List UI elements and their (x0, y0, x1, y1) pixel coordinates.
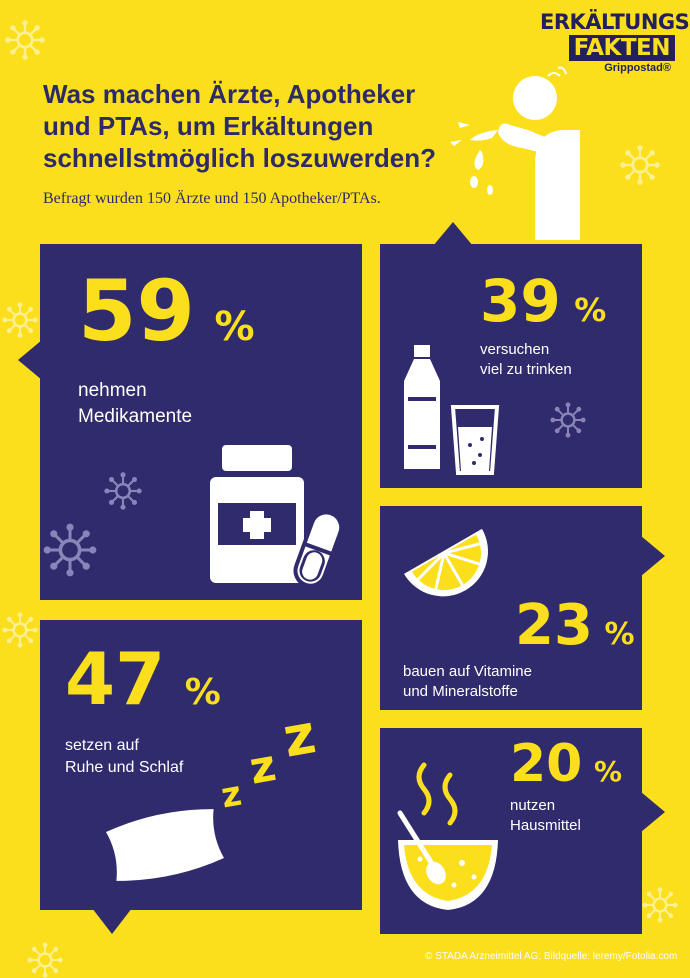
stat-medikamente-percent: % (214, 304, 255, 350)
stat-trinken-value: 39 (480, 267, 561, 335)
logo-line-2: FAKTEN (568, 35, 675, 61)
image-credit: © STADA Arzneimittel AG; Bildquelle: ler… (425, 951, 678, 962)
sneezing-person-icon (450, 66, 580, 240)
stat-hausmittel-percent: % (593, 755, 623, 788)
stat-schlaf-percent: % (184, 672, 221, 713)
logo-brand: Grippostad® (604, 62, 671, 74)
speech-pointer (92, 908, 132, 934)
brand-logo: ERKÄLTUNGS FAKTEN Grippostad® (540, 10, 690, 74)
label-vitamine: bauen auf Vitamine und Mineralstoffe (403, 663, 532, 700)
lemon-slice-icon (404, 528, 488, 597)
title-line-3: schnellstmöglich loszuwerden? (43, 143, 436, 173)
speech-pointer (433, 222, 473, 246)
glass-icon (450, 405, 500, 475)
stat-hausmittel: 20 % (510, 735, 622, 793)
svg-text:z: z (246, 740, 280, 795)
water-bottle-icon (404, 345, 440, 469)
title-line-2: und PTAs, um Erkältungen (43, 111, 374, 141)
title-line-1: Was machen Ärzte, Apotheker (43, 79, 416, 109)
stat-medikamente: 59 % (78, 266, 255, 356)
label-medikamente: nehmen Medikamente (78, 380, 193, 427)
panel-vitamine (380, 506, 642, 710)
speech-pointer (641, 536, 665, 576)
stat-schlaf: 47 % (65, 640, 221, 718)
speech-pointer (641, 792, 665, 832)
stat-vitamine-value: 23 (515, 593, 593, 658)
label-trinken: versuchen viel zu trinken (480, 341, 572, 378)
soup-bowl-icon (397, 762, 498, 910)
pill-icon (293, 510, 344, 588)
zzz-icon: z z z (218, 702, 320, 816)
pillow-icon (106, 809, 224, 881)
stat-vitamine: 23 % (515, 596, 635, 656)
medicine-bottle-icon (210, 445, 304, 583)
stat-vitamine-percent: % (604, 617, 635, 652)
stat-schlaf-value: 47 (65, 637, 166, 721)
stat-trinken-percent: % (574, 291, 607, 329)
label-hausmittel: nutzen Hausmittel (510, 797, 581, 834)
speech-pointer (18, 340, 42, 380)
survey-note: Befragt wurden 150 Ärzte und 150 Apothek… (43, 190, 381, 207)
stat-hausmittel-value: 20 (510, 734, 583, 794)
page-title: Was machen Ärzte, Apotheker und PTAs, um… (43, 78, 463, 174)
stat-trinken: 39 % (480, 270, 606, 332)
label-schlaf: setzen auf Ruhe und Schlaf (65, 737, 184, 776)
svg-text:z: z (278, 702, 320, 770)
stat-medikamente-value: 59 (78, 262, 195, 360)
logo-line-1: ERKÄLTUNGS (540, 10, 690, 34)
